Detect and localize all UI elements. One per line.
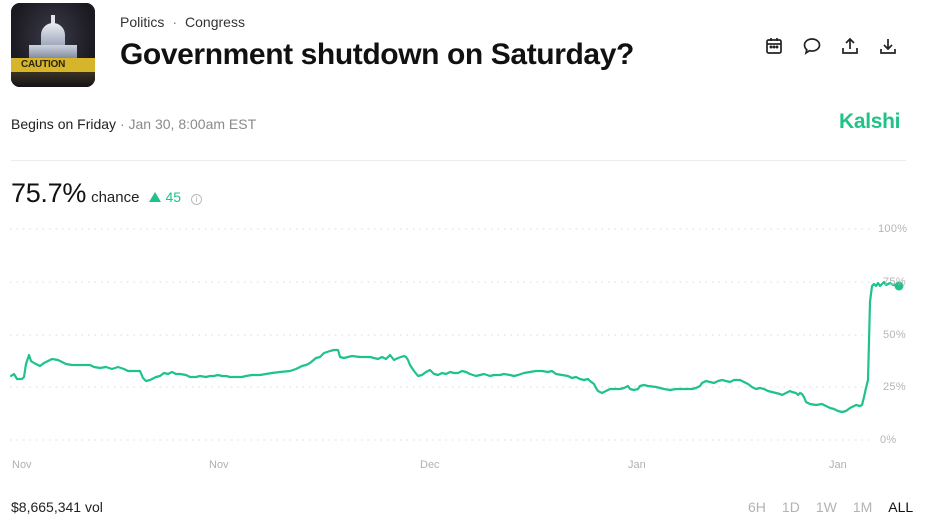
grid-lines [10, 228, 872, 441]
delta-value: 45 [165, 189, 182, 205]
price-line [9, 280, 900, 414]
calendar-icon[interactable] [764, 36, 784, 56]
page-title: Government shutdown on Saturday? [120, 38, 634, 71]
odds-summary: 75.7% chance 45 i [11, 178, 203, 209]
current-value-dot [894, 281, 904, 291]
event-start-info: Begins on Friday · Jan 30, 8:00am EST [11, 116, 256, 132]
breadcrumb: Politics · Congress [120, 14, 245, 30]
begins-label: Begins on Friday [11, 116, 117, 132]
download-icon[interactable] [878, 36, 898, 56]
x-tick-jan-2: Jan [829, 459, 847, 471]
comment-icon[interactable] [802, 36, 822, 56]
y-tick-25: 25% [883, 381, 906, 393]
breadcrumb-politics[interactable]: Politics [120, 14, 165, 30]
time-range-selector: 6H 1D 1W 1M ALL [748, 499, 913, 515]
info-icon[interactable]: i [191, 194, 203, 205]
y-tick-0: 0% [880, 434, 897, 446]
range-1w[interactable]: 1W [815, 499, 837, 515]
caution-tape: CAUTION [11, 58, 95, 72]
volume-label: $8,665,341 vol [11, 499, 103, 515]
capitol-dome [41, 23, 65, 47]
share-icon[interactable] [840, 36, 860, 56]
x-tick-jan-1: Jan [628, 459, 646, 471]
capitol-spire [51, 15, 55, 25]
action-toolbar [764, 36, 898, 56]
x-tick-dec: Dec [420, 459, 440, 471]
chance-value: 75.7% [11, 178, 87, 208]
x-tick-nov-2: Nov [209, 459, 229, 471]
thumbnail-lights [11, 72, 95, 87]
chance-label: chance [91, 189, 140, 206]
chart-canvas[interactable] [0, 215, 931, 475]
chance-delta: 45 [149, 189, 181, 205]
market-thumbnail: CAUTION [11, 3, 95, 87]
capitol-base [29, 45, 77, 59]
range-1m[interactable]: 1M [852, 499, 873, 515]
range-all[interactable]: ALL [888, 499, 914, 515]
begins-date: Jan 30, 8:00am EST [128, 116, 257, 132]
kalshi-logo[interactable]: Kalshi [839, 110, 901, 133]
x-tick-nov-1: Nov [12, 459, 32, 471]
y-tick-100: 100% [878, 223, 908, 235]
breadcrumb-congress[interactable]: Congress [185, 14, 245, 30]
range-1d[interactable]: 1D [781, 499, 800, 515]
range-6h[interactable]: 6H [748, 499, 766, 515]
begins-separator: · [119, 116, 125, 132]
header-divider [11, 160, 906, 161]
arrow-up-icon [149, 192, 162, 202]
y-tick-50: 50% [883, 329, 906, 341]
breadcrumb-separator: · [172, 14, 178, 30]
y-tick-75: 75% [883, 276, 906, 288]
